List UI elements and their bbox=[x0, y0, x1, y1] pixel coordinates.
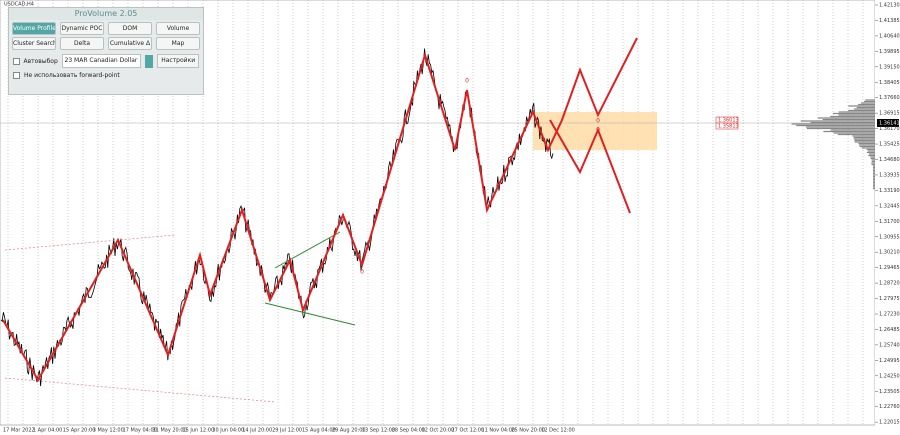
price-label: 1.37660 bbox=[879, 95, 900, 101]
price-label: 1.27975 bbox=[879, 296, 900, 302]
time-label: 14 Jul 20:00 bbox=[242, 428, 272, 434]
panel-button[interactable]: Dynamic POC bbox=[60, 22, 104, 35]
channel-line bbox=[4, 234, 176, 251]
price-label: 1.24995 bbox=[879, 358, 900, 364]
price-label: 1.39150 bbox=[879, 64, 900, 70]
panel-button[interactable]: DOM bbox=[108, 22, 152, 35]
price-label: 1.35425 bbox=[879, 142, 900, 148]
price-label: 1.36915 bbox=[879, 111, 900, 117]
price-label: 1.29465 bbox=[879, 265, 900, 271]
price-label: 1.30210 bbox=[879, 250, 900, 256]
time-label: 17 May 04:00 bbox=[123, 428, 157, 434]
target-zone bbox=[533, 112, 657, 150]
checkbox[interactable] bbox=[13, 57, 20, 65]
settings-button[interactable]: Настройки bbox=[157, 54, 199, 68]
panel-button[interactable]: Cluster Search bbox=[12, 37, 56, 50]
price-label: 1.31700 bbox=[879, 219, 900, 225]
time-label: 30 Jun 04:00 bbox=[212, 428, 244, 434]
price-label: 1.38405 bbox=[879, 80, 900, 86]
panel-button[interactable]: Cumulative Δ bbox=[108, 37, 152, 50]
checkbox[interactable] bbox=[13, 72, 20, 79]
trend-line bbox=[264, 302, 356, 326]
time-label: 12 Oct 20:00 bbox=[422, 428, 455, 434]
price-label: 1.28720 bbox=[879, 281, 900, 287]
time-label: 3 May 12:00 bbox=[93, 428, 124, 434]
price-label: 1.27230 bbox=[879, 312, 900, 318]
price-label: 1.34680 bbox=[879, 157, 900, 163]
zigzag-projection bbox=[549, 119, 631, 214]
panel-button[interactable]: Volume bbox=[156, 22, 200, 35]
wave-marker: 0 bbox=[596, 127, 600, 134]
level-box bbox=[715, 122, 739, 130]
time-label: 31 May 20:00 bbox=[153, 428, 187, 434]
price-label: 1.40640 bbox=[879, 33, 900, 39]
time-label: 15 Jun 12:00 bbox=[182, 428, 214, 434]
time-label: 15 Aug 04:00 bbox=[302, 428, 336, 434]
trend-line bbox=[274, 231, 341, 269]
zigzag bbox=[2, 37, 638, 382]
panel-button[interactable]: Delta bbox=[60, 37, 104, 50]
wave-marker: 0 bbox=[465, 78, 469, 85]
panel-title: ProVolume 2.05 bbox=[9, 8, 203, 20]
price-label: 1.22760 bbox=[879, 404, 900, 410]
time-label: 11 Nov 04:00 bbox=[481, 428, 515, 434]
level-label: 1.35813 bbox=[718, 124, 739, 130]
price-label: 1.33190 bbox=[879, 188, 900, 194]
dropdown-button[interactable] bbox=[145, 54, 154, 68]
price-label: 1.36170 bbox=[879, 126, 900, 132]
current-price-box bbox=[877, 119, 899, 127]
price-label: 1.42130 bbox=[879, 3, 900, 9]
wave-marker: 0 bbox=[596, 118, 600, 125]
price-label: 1.30955 bbox=[879, 234, 900, 240]
price-label: 1.23505 bbox=[879, 389, 900, 395]
time-label: 28 Sep 04:00 bbox=[392, 428, 425, 434]
price-label: 1.22015 bbox=[879, 420, 900, 426]
time-label: 12 Dec 12:00 bbox=[541, 428, 575, 434]
current-price: 1.36141 bbox=[879, 121, 900, 127]
time-label: 15 Apr 20:00 bbox=[63, 428, 96, 434]
level-label: 1.36013 bbox=[718, 118, 739, 124]
time-label: 25 Nov 20:00 bbox=[511, 428, 545, 434]
time-label: 17 Mar 2022 bbox=[3, 428, 35, 434]
price-label: 1.26485 bbox=[879, 327, 900, 333]
channel-line bbox=[4, 377, 276, 403]
price-axis bbox=[875, 0, 900, 435]
provolume-panel: ProVolume 2.05 Volume Profile Dynamic POC… bbox=[8, 7, 204, 95]
time-label: 13 Sep 12:00 bbox=[362, 428, 395, 434]
time-label: 29 Jul 12:00 bbox=[272, 428, 302, 434]
time-label: 29 Aug 20:00 bbox=[332, 428, 366, 434]
price-label: 1.32445 bbox=[879, 203, 900, 209]
price-label: 1.24250 bbox=[879, 373, 900, 379]
forward-point-label: Не использовать forward-point bbox=[24, 72, 120, 79]
wave-marker: 0 bbox=[360, 269, 364, 276]
price-label: 1.25740 bbox=[879, 342, 900, 348]
panel-button[interactable]: Volume Profile bbox=[12, 22, 56, 35]
price-label: 1.41385 bbox=[879, 18, 900, 24]
time-label: 27 Oct 12:00 bbox=[452, 428, 485, 434]
panel-button[interactable]: Map bbox=[156, 37, 200, 50]
price-label: 1.39895 bbox=[879, 49, 900, 55]
time-label: 1 Apr 04:00 bbox=[33, 428, 62, 434]
instrument-select[interactable]: 23 MAR Canadian Dollar bbox=[61, 54, 142, 68]
symbol-label: USDCAD,H4 bbox=[4, 2, 34, 8]
price-label: 1.33935 bbox=[879, 172, 900, 178]
auto-select-label: Автовыбор bbox=[23, 57, 58, 65]
